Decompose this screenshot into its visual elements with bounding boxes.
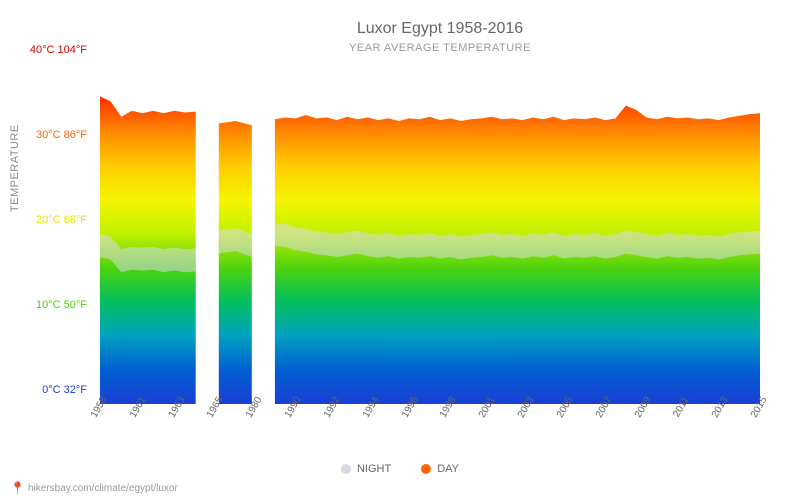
x-tick: 2009 xyxy=(632,395,653,420)
temperature-chart: Luxor Egypt 1958-2016 Year Average Tempe… xyxy=(0,0,800,500)
y-tick: 10°C 50°F xyxy=(36,299,87,311)
legend-item: Night xyxy=(341,463,391,475)
x-tick: 1958 xyxy=(89,395,110,420)
x-tick: 1994 xyxy=(361,395,382,420)
x-tick: 2007 xyxy=(594,395,615,420)
chart-title: Luxor Egypt 1958-2016 xyxy=(100,20,780,38)
legend-label: Night xyxy=(357,463,391,475)
y-tick: 20°C 68°F xyxy=(36,214,87,226)
y-tick: 0°C 32°F xyxy=(42,384,87,396)
pin-icon: 📍 xyxy=(10,481,25,495)
x-tick: 2005 xyxy=(555,395,576,420)
legend-item: Day xyxy=(421,463,459,475)
y-tick: 30°C 86°F xyxy=(36,129,87,141)
x-tick: 1980 xyxy=(244,395,265,420)
legend: Night Day xyxy=(341,463,459,475)
x-tick: 2013 xyxy=(710,395,731,420)
chart-svg xyxy=(100,64,760,404)
y-axis-ticks: 0°C 32°F10°C 50°F20°C 68°F30°C 86°F40°C … xyxy=(50,50,95,390)
x-tick: 2001 xyxy=(477,395,498,420)
legend-label: Day xyxy=(437,463,459,475)
x-tick: 1961 xyxy=(128,395,149,420)
x-tick: 2003 xyxy=(516,395,537,420)
x-tick: 1992 xyxy=(322,395,343,420)
x-tick: 1998 xyxy=(438,395,459,420)
plot-area xyxy=(100,64,760,404)
x-tick: 1963 xyxy=(167,395,188,420)
x-tick: 2015 xyxy=(749,395,770,420)
x-tick: 1965 xyxy=(205,395,226,420)
chart-subtitle: Year Average Temperature xyxy=(100,42,780,54)
attribution-text: hikersbay.com/climate/egypt/luxor xyxy=(28,483,178,494)
legend-dot xyxy=(341,464,351,474)
x-axis-ticks: 1958196119631965198019901992199419961998… xyxy=(100,395,760,435)
x-tick: 2011 xyxy=(672,395,692,419)
x-tick: 1996 xyxy=(399,395,420,420)
y-tick: 40°C 104°F xyxy=(30,44,87,56)
legend-dot xyxy=(421,464,431,474)
y-axis-label: Temperature xyxy=(9,124,21,212)
x-tick: 1990 xyxy=(283,395,304,420)
attribution: 📍 hikersbay.com/climate/egypt/luxor xyxy=(10,481,178,495)
